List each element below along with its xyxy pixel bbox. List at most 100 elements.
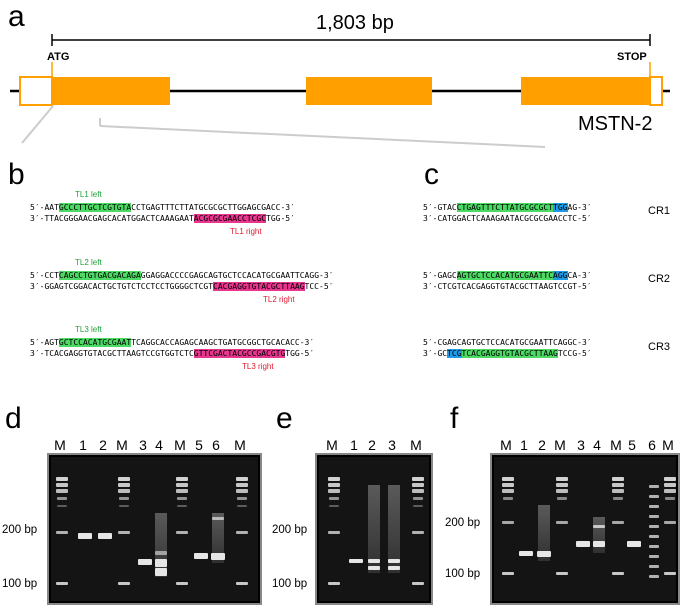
tl1-right-label: TL1 right <box>230 227 262 236</box>
lane-label: 1 <box>520 437 528 453</box>
utr-3 <box>649 76 663 106</box>
gel-band <box>664 489 676 493</box>
tl1-bottom-strand: 3′-TTACGGGAACGAGCACATGGACTCAAAGAATACGCGC… <box>30 214 295 223</box>
gel-band <box>118 531 130 534</box>
gel-band <box>177 497 187 500</box>
exon-3 <box>521 77 650 105</box>
gel-band <box>556 489 568 493</box>
gel-band <box>388 566 400 570</box>
gene-name-label: MSTN-2 <box>578 113 653 135</box>
cr1-pam: TGG <box>553 203 568 212</box>
lane-label: 2 <box>538 437 546 453</box>
gel-band <box>649 485 659 488</box>
tl2-top-strand: 5′-CCTCAGCCTGTGACGACAGAGGAGGACCCCGAGCAGT… <box>30 271 334 280</box>
lane-label: M <box>500 437 512 453</box>
gel-band <box>118 483 130 487</box>
gel-d-100bp-label: 100 bp <box>2 578 38 590</box>
tl3-left-label: TL3 left <box>75 325 102 334</box>
gel-band <box>56 483 68 487</box>
cr1-top-strand: 5′-GTACCTGAGTTTCTTATGCGCGCTTGGAG-3′ <box>423 203 592 212</box>
gel-e-200bp-label: 200 bp <box>272 524 308 536</box>
cr3-label: CR3 <box>648 341 671 353</box>
gel-band <box>118 582 130 585</box>
gel-d-200bp-label: 200 bp <box>2 524 38 536</box>
lane-label: M <box>662 437 674 453</box>
lane-label: M <box>554 437 566 453</box>
gel-band <box>56 489 68 493</box>
zoom-line-left <box>21 105 54 144</box>
gel-band <box>236 489 248 493</box>
gel-smear <box>593 517 605 553</box>
gel-smear <box>388 485 400 573</box>
gel-band <box>649 525 659 528</box>
gel-band <box>503 497 513 500</box>
gel-band <box>412 477 424 481</box>
gel-band <box>613 497 623 500</box>
gel-band <box>329 505 339 507</box>
gel-band <box>236 582 248 585</box>
lane-label: 6 <box>212 437 220 453</box>
lane-label: 5 <box>195 437 203 453</box>
gel-band <box>176 483 188 487</box>
gel-band <box>176 531 188 534</box>
gel-band <box>56 477 68 481</box>
gel-band <box>519 551 533 556</box>
tl3-left-site: GCTCCACATGCGAAT <box>58 338 132 347</box>
cr2-top-strand: 5′-GAGCAGTGCTCCACATGCGAATTCAGGCA-3′ <box>423 271 592 280</box>
gel-band <box>502 483 514 487</box>
gel-smear <box>212 513 224 563</box>
exon-2 <box>306 77 432 105</box>
gel-band <box>664 477 676 481</box>
gel-band <box>664 572 676 575</box>
cr3-pam: TCG <box>447 349 462 358</box>
tl2-bottom-strand: 3′-GGAGTCGGACACTGCTGTCTCCTCCTGGGGCTCGTCA… <box>30 282 334 291</box>
gel-band <box>368 566 380 570</box>
gel-band <box>388 559 400 563</box>
tl1-left-site: GCCCTTGCTCGTGTA <box>58 203 132 212</box>
cr2-pam: AGG <box>553 271 568 280</box>
gel-band <box>328 477 340 481</box>
cr2-target: AGTGCTCCACATGCGAATTC <box>456 271 554 280</box>
gel-band <box>177 505 187 507</box>
gel-band <box>413 505 423 507</box>
gel-band <box>176 489 188 493</box>
gel-band <box>502 489 514 493</box>
cr3-target: TCACGAGGTGTACGCTTAAG <box>461 349 558 358</box>
gel-band <box>649 505 659 508</box>
gel-band <box>155 551 167 555</box>
gel-f-100bp-label: 100 bp <box>445 568 481 580</box>
lane-label: 3 <box>577 437 585 453</box>
lane-label: M <box>234 437 246 453</box>
gel-band <box>557 497 567 500</box>
atg-label: ATG <box>47 51 70 63</box>
lane-label: 3 <box>139 437 147 453</box>
gene-diagram <box>10 34 670 148</box>
gel-band <box>236 477 248 481</box>
lane-label: 3 <box>388 437 396 453</box>
gel-band <box>556 521 568 524</box>
tl3-right-site: GTTCGACTACGCCGACGTG <box>193 349 286 358</box>
gel-f-200bp-label: 200 bp <box>445 517 481 529</box>
gel-band <box>368 559 380 563</box>
gel-band <box>328 531 340 534</box>
gel-band <box>119 497 129 500</box>
gel-band <box>412 489 424 493</box>
tl1-right-site: ACGCGCGAACCTCGC <box>193 214 267 223</box>
gel-band <box>236 531 248 534</box>
gel-band <box>664 521 676 524</box>
cr1-target: CTGAGTTTCTTATGCGCGCT <box>456 203 554 212</box>
gel-band <box>612 483 624 487</box>
gene-length-label: 1,803 bp <box>316 12 394 34</box>
gel-f <box>490 453 680 605</box>
lane-label: 5 <box>628 437 636 453</box>
stop-label: STOP <box>617 51 647 63</box>
lane-label: M <box>610 437 622 453</box>
gel-band <box>649 535 659 538</box>
gel-band <box>576 541 590 547</box>
gel-smear <box>538 505 550 561</box>
gel-band <box>649 545 659 548</box>
cr2-bottom-strand: 3′-CTCGTCACGAGGTGTACGCTTAAGTCCGT-5′ <box>423 282 592 291</box>
gel-band <box>593 525 605 528</box>
gel-band <box>412 483 424 487</box>
gel-band <box>612 477 624 481</box>
